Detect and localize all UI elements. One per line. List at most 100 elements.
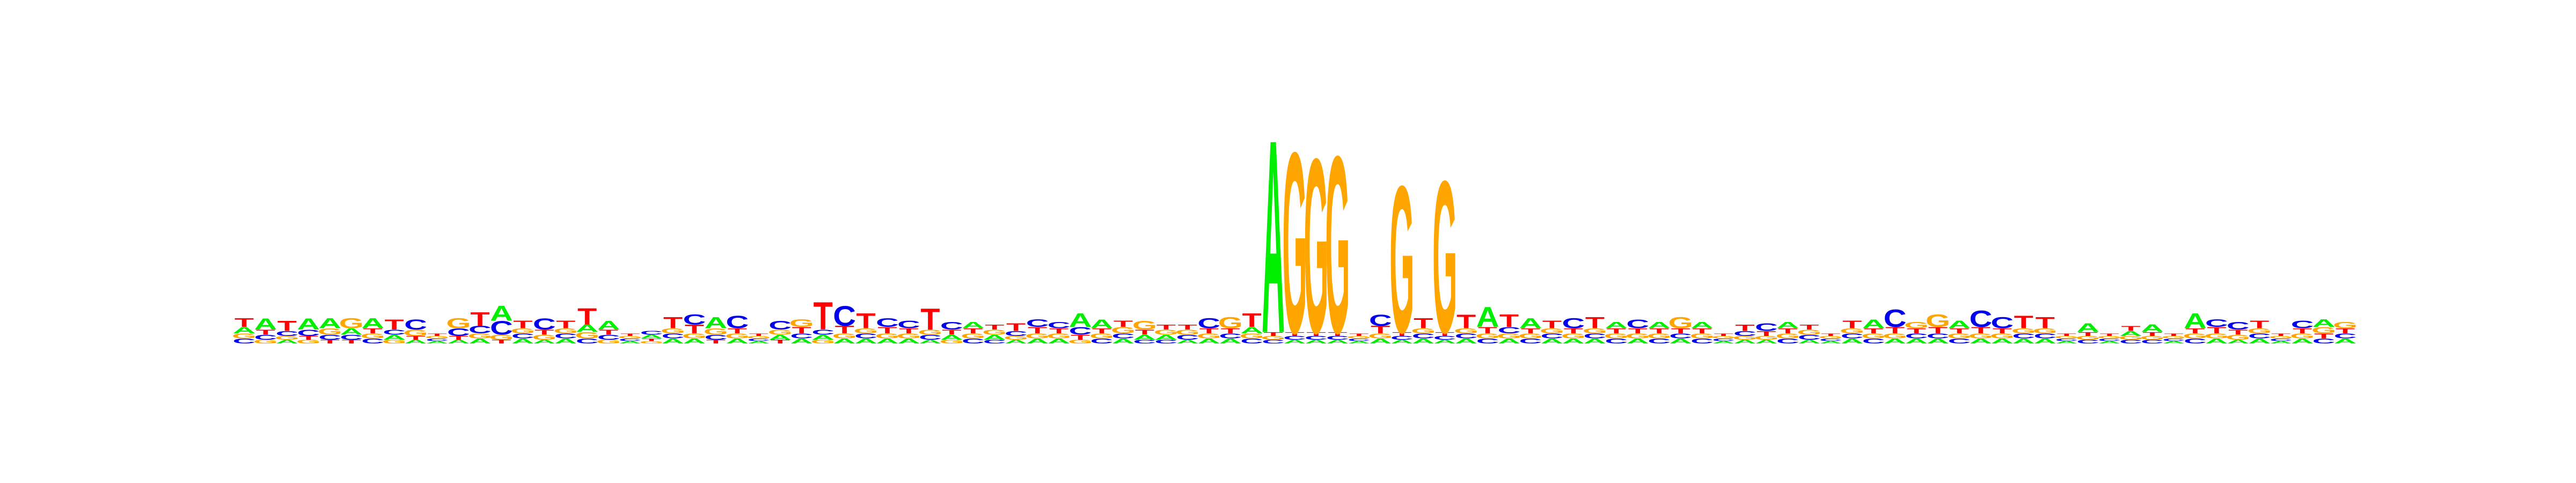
logo-letter-a: A	[1326, 339, 1349, 345]
logo-letter-g: G	[1583, 327, 1607, 335]
logo-letter-c: C	[704, 333, 727, 341]
logo-letter-a: A	[254, 315, 277, 333]
logo-letter-a: A	[769, 333, 792, 341]
logo-letter-a: A	[275, 339, 298, 345]
logo-letter-t: T	[1285, 331, 1304, 337]
logo-letter-g: G	[853, 327, 878, 335]
logo-letter-c: C	[1262, 339, 1285, 345]
logo-letter-t: T	[1049, 327, 1069, 335]
logo-letter-a: A	[1176, 339, 1199, 345]
logo-letter-c: C	[619, 338, 642, 341]
logo-letter-a: A	[576, 323, 599, 334]
logo-letter-t: T	[1799, 323, 1819, 331]
logo-letter-c: C	[854, 332, 877, 340]
logo-letter-a: A	[318, 315, 341, 331]
logo-letter-c: C	[1969, 306, 1992, 332]
logo-letter-t: T	[449, 335, 468, 341]
logo-letter-c: C	[533, 315, 556, 333]
logo-letter-g: G	[467, 332, 492, 340]
logo-letter-t: T	[513, 319, 532, 331]
logo-letter-t: T	[277, 318, 297, 334]
logo-letter-g: G	[2311, 326, 2336, 335]
logo-letter-t: T	[1885, 326, 1905, 335]
logo-letter-t: T	[1435, 331, 1454, 337]
logo-letter-a: A	[447, 339, 470, 345]
logo-letter-t: T	[1950, 327, 1969, 335]
logo-letter-a: A	[1798, 339, 1821, 345]
logo-letter-g: G	[1154, 328, 1179, 336]
logo-letter-a: A	[1905, 337, 1928, 345]
logo-letter-t: T	[771, 339, 790, 345]
logo-letter-c: C	[2227, 320, 2250, 332]
logo-letter-g: G	[2247, 327, 2272, 335]
logo-letter-a: A	[1305, 339, 1328, 345]
logo-letter-a: A	[1884, 337, 1907, 345]
logo-letter-g: G	[1111, 326, 1136, 335]
logo-letter-t: T	[320, 339, 340, 345]
logo-letter-t: T	[899, 327, 918, 335]
logo-letter-t: T	[1499, 311, 1519, 331]
logo-letter-g: G	[789, 318, 814, 330]
logo-letter-a: A	[1990, 337, 2014, 345]
logo-letter-c: C	[511, 332, 535, 340]
logo-letter-t: T	[2185, 327, 2205, 335]
logo-letter-c: C	[1905, 332, 1928, 340]
logo-letter-g: G	[618, 335, 642, 339]
logo-letter-t: T	[1993, 327, 2012, 335]
logo-letter-c: C	[1841, 332, 1864, 340]
logo-letter-t: T	[1650, 327, 1669, 335]
logo-letter-a: A	[1005, 339, 1028, 345]
logo-letter-t: T	[2036, 313, 2055, 332]
logo-letter-g: G	[1840, 327, 1864, 335]
logo-letter-g: G	[961, 332, 985, 340]
logo-letter-c: C	[1305, 335, 1328, 341]
logo-letter-t: T	[835, 324, 854, 335]
logo-letter-g: G	[404, 328, 428, 338]
logo-letter-c: C	[919, 333, 942, 341]
logo-letter-g: G	[1432, 136, 1457, 378]
logo-letter-a: A	[1026, 337, 1049, 345]
logo-letter-a: A	[790, 337, 813, 345]
logo-letter-t: T	[920, 303, 940, 336]
logo-letter-c: C	[576, 337, 599, 345]
logo-letter-t: T	[2250, 319, 2269, 331]
logo-letter-a: A	[1969, 337, 1992, 345]
logo-letter-a: A	[1841, 337, 1864, 345]
logo-letter-t: T	[1371, 324, 1390, 335]
logo-letter-g: G	[1561, 332, 1586, 340]
logo-letter-a: A	[1519, 315, 1542, 331]
logo-letter-a: A	[1348, 340, 1371, 344]
logo-letter-g: G	[704, 327, 728, 336]
logo-letter-c: C	[769, 318, 792, 332]
logo-letter-t: T	[1628, 327, 1648, 335]
logo-letter-g: G	[339, 315, 364, 331]
logo-letter-t: T	[1542, 319, 1562, 331]
logo-letter-a: A	[2076, 320, 2099, 334]
logo-letter-g: G	[811, 339, 836, 345]
logo-letter-a: A	[662, 337, 685, 345]
logo-letter-t: T	[728, 327, 747, 335]
logo-letter-g: G	[1046, 332, 1071, 340]
logo-letter-c: C	[233, 337, 256, 345]
logo-letter-t: T	[406, 335, 425, 341]
logo-letter-g: G	[2268, 335, 2293, 339]
logo-letter-t: T	[685, 322, 705, 336]
logo-letter-g: G	[1540, 327, 1564, 335]
logo-letter-c: C	[1176, 333, 1199, 341]
